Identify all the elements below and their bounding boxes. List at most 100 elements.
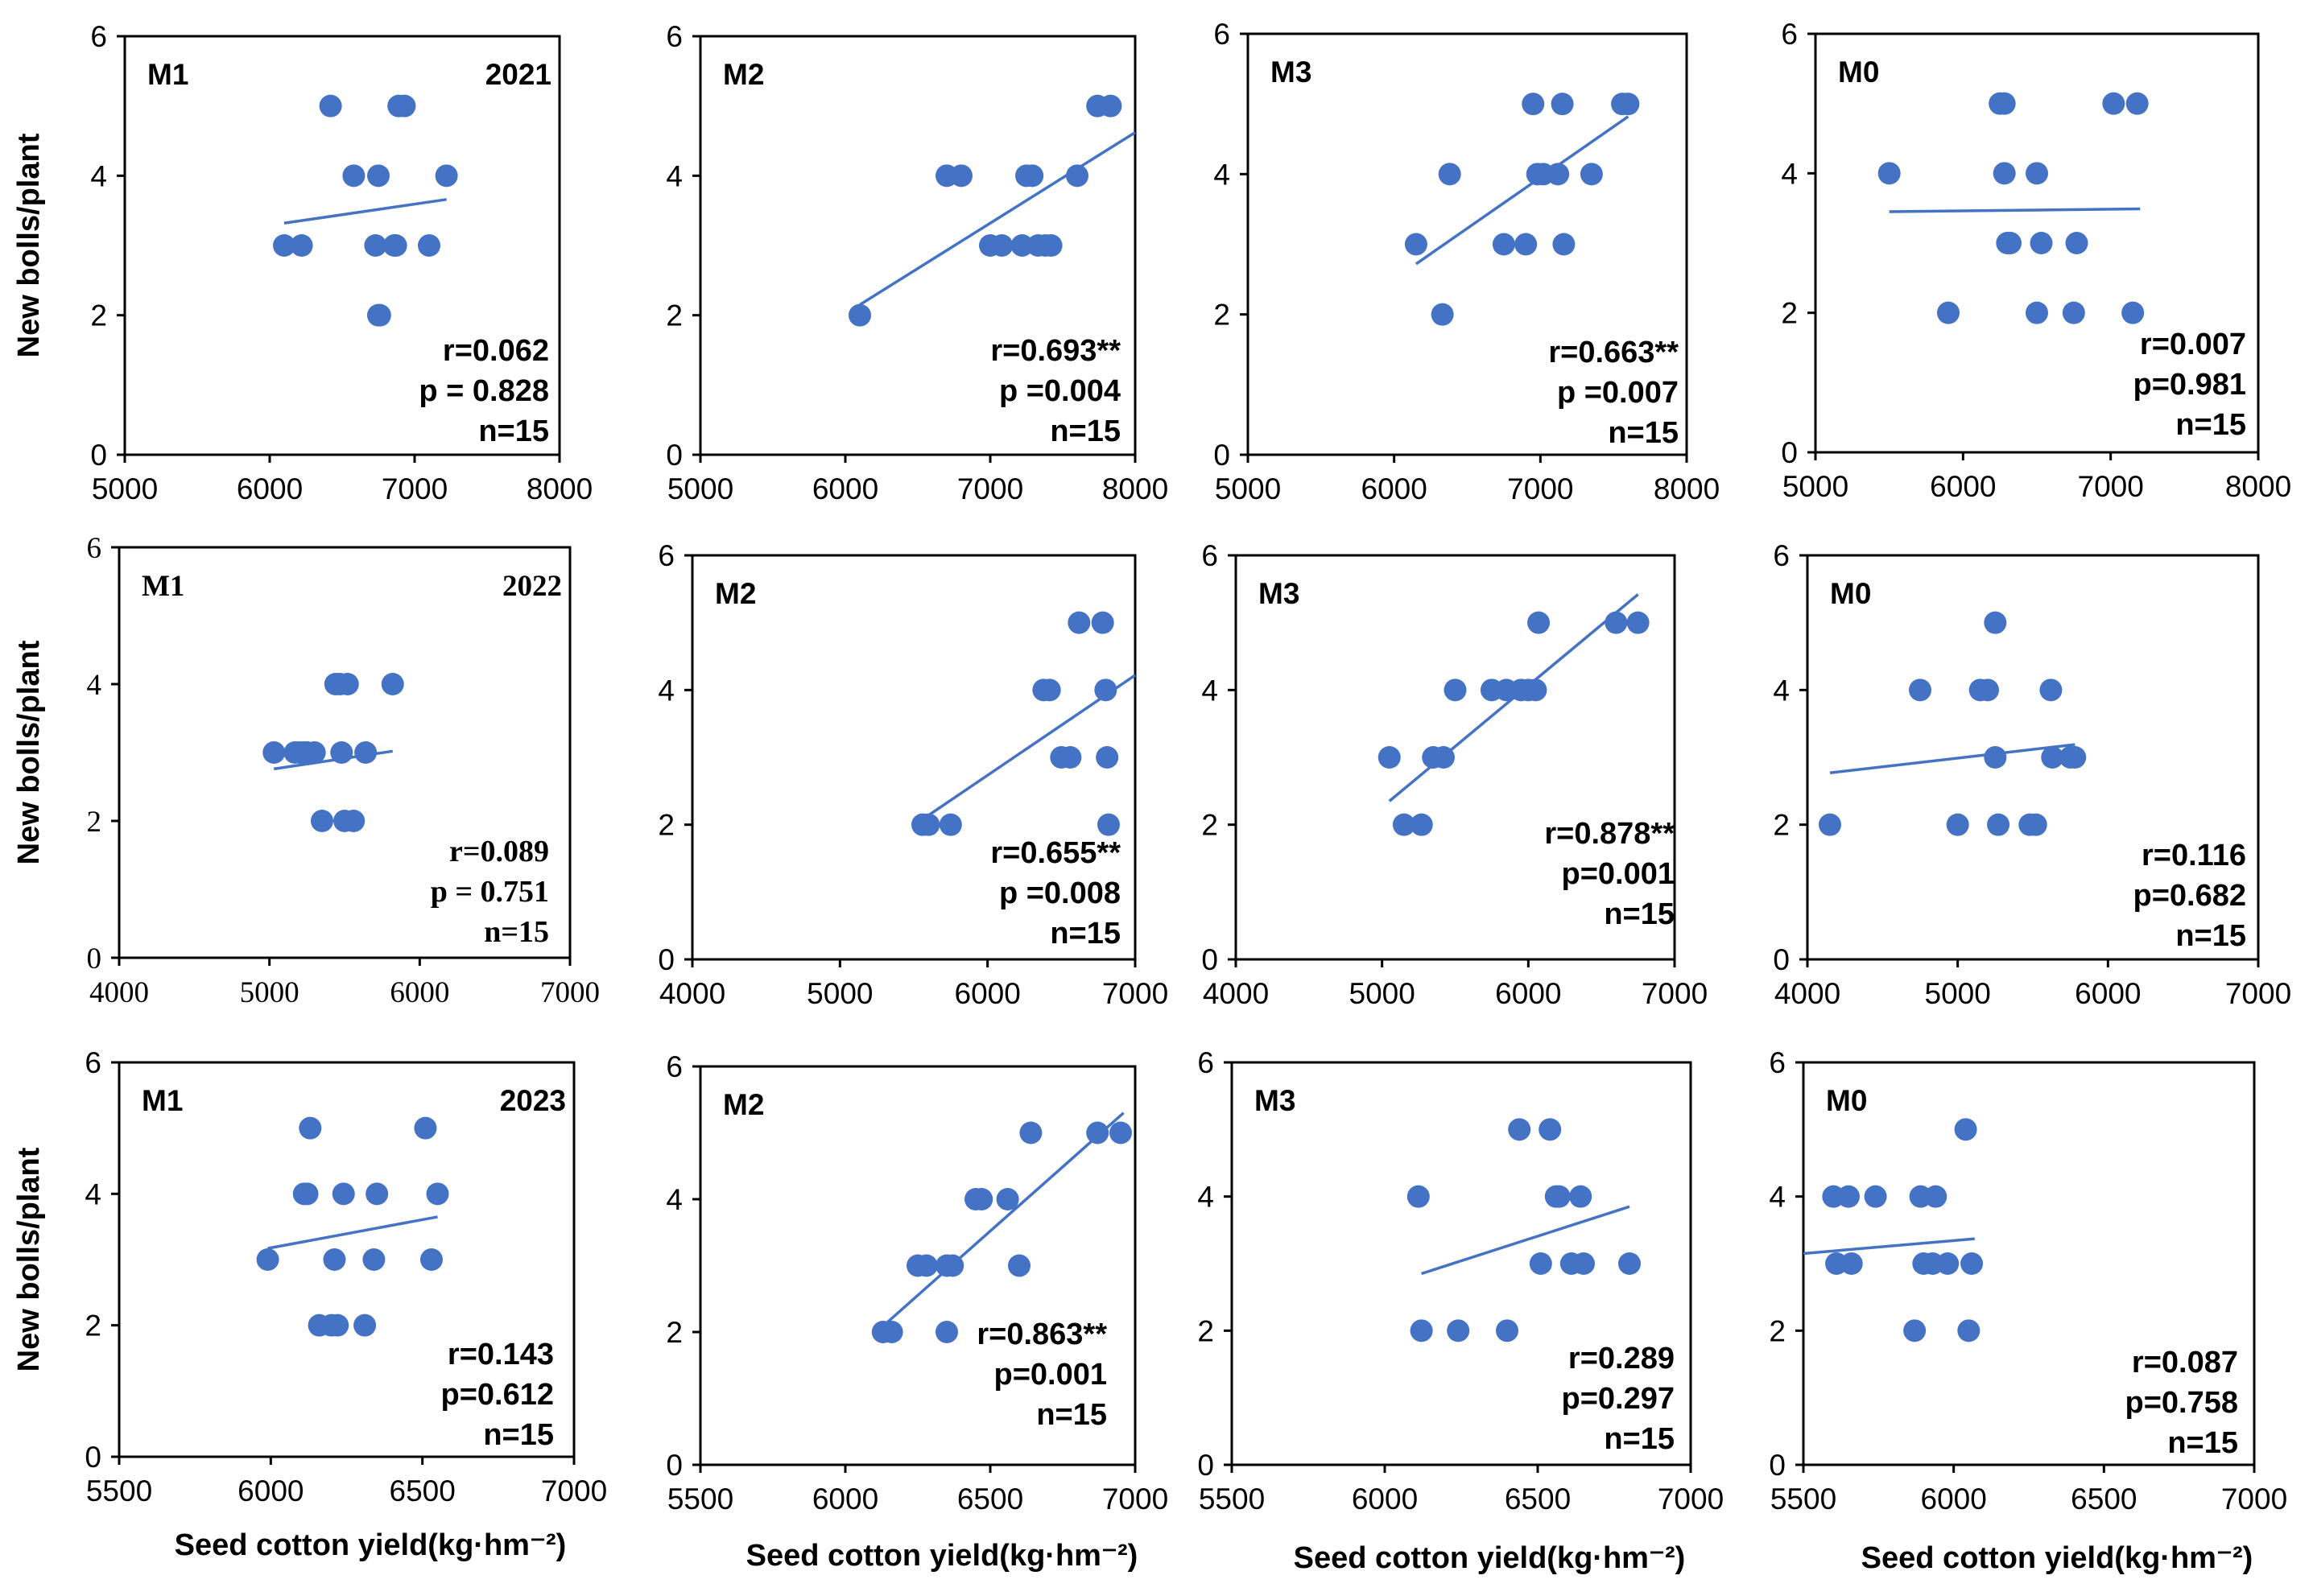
data-point xyxy=(1447,1319,1470,1342)
data-point xyxy=(311,810,333,832)
y-tick-label: 4 xyxy=(1781,157,1798,190)
data-point xyxy=(1840,1252,1863,1275)
plot-frame xyxy=(699,35,1137,456)
y-tick-label: 4 xyxy=(87,669,102,702)
stat-label: r=0.062 xyxy=(443,334,549,368)
stat-label: n=15 xyxy=(1608,416,1679,450)
panel-11: 0 2 4 6 5500 6000 6500 7000 M3 r=0.289 p=0.297 n=15 xyxy=(1197,1046,1724,1516)
x-tick-label: 6000 xyxy=(1352,1483,1418,1516)
trend-line xyxy=(859,131,1136,307)
data-point xyxy=(1068,611,1091,634)
data-point xyxy=(366,1182,389,1206)
year-label: 2021 xyxy=(485,58,551,91)
data-point xyxy=(2062,301,2085,324)
data-point xyxy=(1993,162,2016,185)
y-tick-label: 6 xyxy=(658,539,675,572)
data-point xyxy=(426,1182,449,1206)
data-point xyxy=(354,741,378,764)
stat-label: r=0.693** xyxy=(990,334,1121,368)
y-tick-label: 4 xyxy=(1773,674,1790,707)
x-tick-label: 6500 xyxy=(1505,1483,1571,1516)
stat-label: p =0.008 xyxy=(999,876,1121,910)
data-point xyxy=(332,1182,355,1206)
x-tick-label: 5500 xyxy=(1199,1483,1265,1516)
data-point xyxy=(1837,1185,1860,1208)
data-point xyxy=(1529,1252,1552,1275)
stat-label: n=15 xyxy=(483,1418,554,1452)
data-point xyxy=(435,164,458,188)
x-axis-label: Seed cotton yield(kg·hm⁻²) xyxy=(1294,1541,1686,1575)
data-point xyxy=(1999,232,2022,254)
data-point xyxy=(1984,611,2007,634)
trend-line xyxy=(1803,1237,1975,1256)
data-point xyxy=(367,303,390,327)
panel-6: 0 2 4 6 4000 5000 6000 7000 M2 r=0.655** p =0.008 n… xyxy=(658,539,1168,1010)
data-point xyxy=(2039,678,2063,702)
year-label: 2022 xyxy=(502,570,562,603)
y-tick-label: 2 xyxy=(1769,1314,1786,1347)
stat-label: p =0.004 xyxy=(999,374,1121,408)
plot-frame xyxy=(691,554,1137,961)
data-point xyxy=(939,813,962,836)
stat-label: p = 0.751 xyxy=(431,875,549,909)
x-tick-label: 4000 xyxy=(1774,977,1840,1010)
panel-title: M1 xyxy=(142,570,184,603)
data-point xyxy=(1522,93,1545,116)
data-point xyxy=(1410,1319,1433,1342)
data-point xyxy=(1524,678,1547,702)
x-tick-label: 7000 xyxy=(540,976,600,1009)
y-tick-label: 0 xyxy=(666,439,683,472)
data-point xyxy=(1924,1185,1947,1208)
stat-label: n=15 xyxy=(2167,1426,2238,1460)
plot-frame xyxy=(1806,554,2260,961)
data-point xyxy=(2125,92,2149,115)
data-point xyxy=(393,94,416,118)
data-point xyxy=(1021,164,1044,188)
data-point xyxy=(950,164,973,188)
data-point xyxy=(1099,94,1122,118)
y-tick-label: 0 xyxy=(1213,439,1230,472)
panel-title: M0 xyxy=(1838,56,1879,89)
x-tick-label: 7000 xyxy=(1658,1483,1724,1516)
stat-label: p=0.758 xyxy=(2125,1386,2239,1420)
stat-label: r=0.089 xyxy=(449,835,549,868)
panel-1: 0 2 4 6 5000 6000 7000 8000 M1 2021 r=0.062 p = 0.8… xyxy=(90,20,593,505)
y-tick-label: 6 xyxy=(1769,1046,1786,1079)
trend-line xyxy=(1415,115,1629,266)
data-point xyxy=(1406,1185,1430,1208)
x-tick-label: 5000 xyxy=(240,976,299,1009)
data-point xyxy=(1392,813,1415,836)
data-point xyxy=(336,673,359,695)
data-point xyxy=(1514,233,1538,256)
trend-line xyxy=(879,1111,1125,1330)
x-tick-label: 6500 xyxy=(390,1474,456,1507)
panel-7: 0 2 4 6 4000 5000 6000 7000 M3 r=0.878** p=0.001 n=… xyxy=(1201,539,1708,1010)
x-tick-label: 6500 xyxy=(957,1483,1023,1516)
y-axis-label: New bolls/plant xyxy=(12,1147,46,1371)
data-point xyxy=(362,1248,386,1271)
x-tick-label: 5500 xyxy=(667,1483,733,1516)
trend-line xyxy=(1889,207,2141,213)
x-tick-label: 6000 xyxy=(2075,977,2141,1010)
data-point xyxy=(1960,1252,1984,1275)
panel-12: 0 2 4 6 5500 6000 6500 7000 M0 r=0.087 p=0.758 n=15 xyxy=(1769,1046,2287,1516)
data-point xyxy=(1551,93,1574,116)
data-point xyxy=(1547,1185,1571,1208)
stat-label: p = 0.828 xyxy=(419,374,549,408)
data-point xyxy=(1580,163,1603,186)
panel-title: M2 xyxy=(715,577,756,610)
trend-line xyxy=(283,198,447,225)
data-point xyxy=(996,1188,1019,1210)
stat-label: r=0.007 xyxy=(2140,328,2246,361)
stat-label: n=15 xyxy=(484,915,549,949)
y-tick-label: 2 xyxy=(658,809,675,842)
x-axis-label: Seed cotton yield(kg·hm⁻²) xyxy=(175,1528,567,1562)
data-point xyxy=(1496,1319,1518,1342)
y-tick-label: 0 xyxy=(90,439,107,472)
stat-label: p=0.612 xyxy=(441,1378,555,1412)
data-point xyxy=(1539,1118,1562,1141)
data-point xyxy=(290,234,313,257)
data-point xyxy=(342,810,366,832)
data-point xyxy=(1066,164,1088,188)
y-tick-label: 2 xyxy=(1201,809,1218,842)
